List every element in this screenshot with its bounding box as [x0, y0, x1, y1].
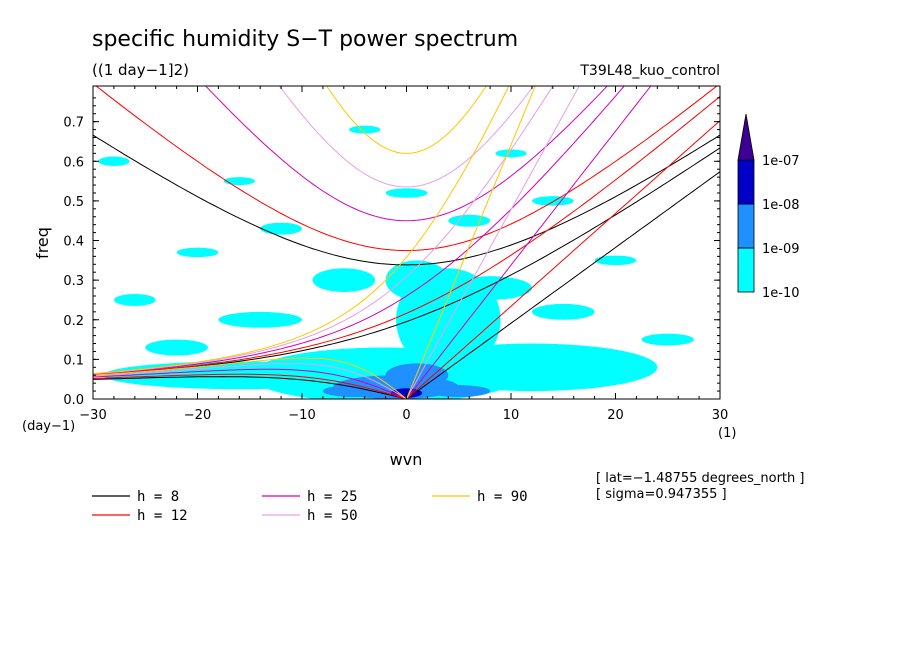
contour-region — [322, 385, 386, 398]
y-tick-label: 0.7 — [63, 116, 84, 131]
kelvin-curve-h12 — [406, 120, 720, 399]
experiment-label: T39L48_kuo_control — [579, 63, 720, 79]
inertio-gravity-curve-h12 — [95, 86, 718, 252]
colorbar-label: 1e-07 — [762, 154, 800, 169]
chart-subtitle: ((1 day−1]2) — [92, 61, 189, 79]
kelvin-curve-h90 — [406, 86, 536, 399]
contour-region — [312, 268, 376, 293]
rossby-curve-h12 — [93, 373, 407, 399]
inertio-gravity-curve-h50 — [278, 86, 535, 188]
contour-region — [594, 255, 637, 266]
legend-label-h25: h = 25 — [307, 489, 358, 505]
colorbar-label: 1e-10 — [762, 286, 800, 301]
mrg-curve-h12 — [93, 96, 720, 376]
contour-region — [349, 125, 381, 134]
y-unit-label: (day−1) — [22, 419, 75, 434]
contour-region — [448, 214, 491, 227]
y-tick-label: 0.1 — [63, 353, 84, 368]
colorbar: 1e-10 1e-09 1e-08 1e-07 — [737, 113, 800, 301]
contour-region — [260, 222, 302, 235]
kelvin-curve-h50 — [406, 86, 580, 399]
x-tick-label: 30 — [712, 408, 729, 423]
contour-fill-layer — [98, 125, 694, 399]
mrg-curve-h90 — [93, 86, 510, 374]
contour-region — [176, 247, 219, 258]
contour-region — [495, 149, 527, 158]
contour-region — [406, 343, 658, 392]
mrg-curve-h25 — [93, 86, 625, 375]
inertio-gravity-curve-h90 — [326, 86, 487, 154]
colorbar-label: 1e-09 — [762, 242, 800, 257]
legend-label-h90: h = 90 — [477, 489, 528, 505]
inertio-gravity-curve-h8 — [93, 134, 720, 266]
sigma-info: [ sigma=0.947355 ] — [596, 487, 727, 502]
colorbar-segment — [737, 203, 755, 249]
colorbar-top-arrow — [737, 113, 755, 161]
contour-region — [531, 303, 595, 320]
y-axis-label: freq — [33, 227, 52, 259]
rossby-curve-h50 — [93, 363, 407, 399]
legend-label-h12: h = 12 — [137, 508, 188, 524]
x-axis-label: wvn — [390, 450, 423, 469]
rossby-curve-h25 — [93, 368, 407, 399]
y-tick-label: 0.4 — [63, 235, 84, 250]
mrg-curve-h50 — [93, 86, 554, 375]
axes-layer: −30 −20 −10 0 10 20 30 0.0 0.1 0.2 0.3 0.4 0.5 0.6 0.7 — [63, 86, 728, 423]
contour-region — [385, 260, 449, 300]
x-unit-label: (1) — [718, 426, 736, 441]
chart-title: specific humidity S−T power spectrum — [92, 27, 518, 52]
colorbar-segment — [737, 247, 755, 293]
contour-region — [427, 385, 491, 398]
contour-region — [385, 188, 428, 198]
x-tick-label: −10 — [288, 408, 315, 423]
inertio-gravity-curve-h25 — [205, 86, 608, 222]
x-tick-label: −20 — [184, 408, 211, 423]
legend-label-h50: h = 50 — [307, 508, 358, 524]
contour-region — [448, 276, 532, 300]
y-tick-label: 0.2 — [63, 314, 84, 329]
legend-label-h8: h = 8 — [137, 489, 179, 505]
dispersion-curves-layer — [93, 86, 720, 399]
y-tick-label: 0.0 — [63, 393, 84, 408]
rossby-curve-h8 — [93, 376, 407, 399]
contour-region — [145, 339, 208, 356]
contour-region — [98, 156, 130, 167]
contour-region — [113, 294, 156, 306]
x-tick-label: 20 — [607, 408, 624, 423]
contour-region — [385, 363, 449, 388]
x-tick-label: 0 — [402, 408, 410, 423]
colorbar-label: 1e-08 — [762, 198, 800, 213]
kelvin-curve-h25 — [406, 86, 652, 399]
contour-region — [641, 333, 694, 346]
y-tick-label: 0.5 — [63, 195, 84, 210]
rossby-curve-h90 — [93, 357, 407, 399]
contour-region — [531, 196, 574, 206]
kelvin-curve-h8 — [406, 171, 720, 399]
x-tick-label: 10 — [503, 408, 520, 423]
dispersion-legend: h = 8 h = 12 h = 25 h = 50 h = 90 — [92, 489, 528, 524]
x-tick-label: −30 — [79, 408, 106, 423]
y-tick-label: 0.3 — [63, 274, 84, 289]
contour-region — [223, 177, 255, 186]
y-tick-label: 0.6 — [63, 155, 84, 170]
latitude-info: [ lat=−1.48755 degrees_north ] — [596, 471, 804, 486]
contour-region — [218, 311, 302, 328]
colorbar-segment — [737, 159, 755, 205]
